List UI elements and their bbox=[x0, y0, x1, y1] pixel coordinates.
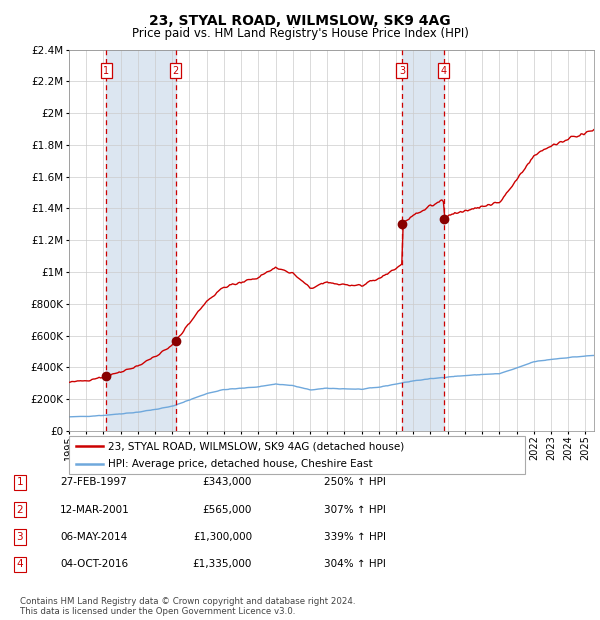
Text: Contains HM Land Registry data © Crown copyright and database right 2024.
This d: Contains HM Land Registry data © Crown c… bbox=[20, 597, 355, 616]
Bar bbox=[402, 50, 443, 431]
Text: £1,300,000: £1,300,000 bbox=[193, 532, 252, 542]
Text: 2: 2 bbox=[16, 505, 23, 515]
Text: £565,000: £565,000 bbox=[203, 505, 252, 515]
Text: 3: 3 bbox=[399, 66, 405, 76]
Text: 1: 1 bbox=[103, 66, 109, 76]
Text: 12-MAR-2001: 12-MAR-2001 bbox=[60, 505, 130, 515]
Text: £1,335,000: £1,335,000 bbox=[193, 559, 252, 569]
Text: 339% ↑ HPI: 339% ↑ HPI bbox=[324, 532, 386, 542]
Text: 23, STYAL ROAD, WILMSLOW, SK9 4AG: 23, STYAL ROAD, WILMSLOW, SK9 4AG bbox=[149, 14, 451, 28]
Text: 06-MAY-2014: 06-MAY-2014 bbox=[60, 532, 127, 542]
Text: HPI: Average price, detached house, Cheshire East: HPI: Average price, detached house, Ches… bbox=[108, 459, 373, 469]
Text: 304% ↑ HPI: 304% ↑ HPI bbox=[324, 559, 386, 569]
Text: 23, STYAL ROAD, WILMSLOW, SK9 4AG (detached house): 23, STYAL ROAD, WILMSLOW, SK9 4AG (detac… bbox=[108, 441, 404, 451]
Text: 4: 4 bbox=[440, 66, 446, 76]
Text: 4: 4 bbox=[16, 559, 23, 569]
Text: 27-FEB-1997: 27-FEB-1997 bbox=[60, 477, 127, 487]
Text: Price paid vs. HM Land Registry's House Price Index (HPI): Price paid vs. HM Land Registry's House … bbox=[131, 27, 469, 40]
Text: £343,000: £343,000 bbox=[203, 477, 252, 487]
Text: 250% ↑ HPI: 250% ↑ HPI bbox=[324, 477, 386, 487]
FancyBboxPatch shape bbox=[69, 436, 525, 474]
Text: 2: 2 bbox=[172, 66, 179, 76]
Text: 1: 1 bbox=[16, 477, 23, 487]
Text: 3: 3 bbox=[16, 532, 23, 542]
Bar bbox=[106, 50, 176, 431]
Text: 307% ↑ HPI: 307% ↑ HPI bbox=[324, 505, 386, 515]
Text: 04-OCT-2016: 04-OCT-2016 bbox=[60, 559, 128, 569]
